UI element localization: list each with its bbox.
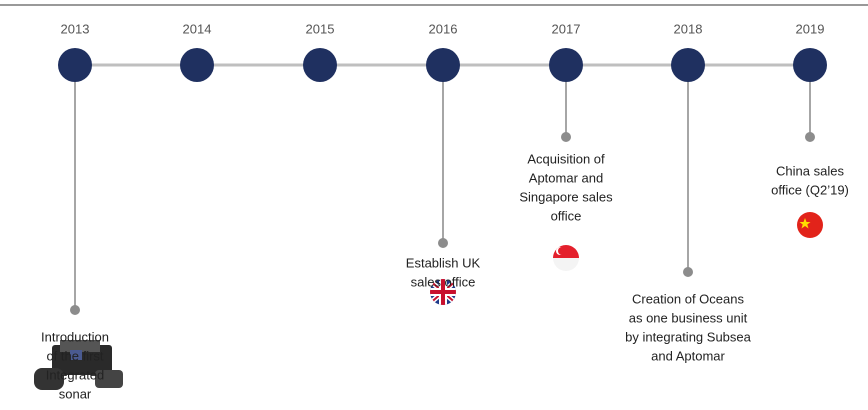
milestone-node	[671, 48, 705, 82]
connector-dot	[683, 267, 693, 277]
china-flag	[797, 212, 823, 238]
milestone-text: Creation of Oceans	[632, 291, 745, 306]
milestone-text: Integrated	[46, 367, 105, 382]
milestone-text: sales office	[411, 274, 476, 289]
milestone-node	[426, 48, 460, 82]
milestone-text: sonar	[59, 386, 92, 401]
connector-dot	[805, 132, 815, 142]
connector-dot	[70, 305, 80, 315]
milestone-text: Acquisition of	[527, 151, 605, 166]
milestone-node	[58, 48, 92, 82]
milestone-text: Singapore sales	[519, 189, 613, 204]
milestone-text: office (Q2’19)	[771, 182, 849, 197]
milestone-node	[793, 48, 827, 82]
year-label: 2016	[429, 21, 458, 36]
sonar-image	[34, 340, 123, 390]
milestone-node	[180, 48, 214, 82]
year-label: 2019	[796, 21, 825, 36]
connector-dot	[438, 238, 448, 248]
milestone-text: Introduction	[41, 329, 109, 344]
milestone-text: China sales	[776, 163, 844, 178]
year-label: 2014	[183, 21, 212, 36]
milestone-text: office	[551, 208, 582, 223]
milestone-node	[549, 48, 583, 82]
singapore-flag	[553, 245, 579, 271]
year-label: 2015	[306, 21, 335, 36]
milestone-text: Establish UK	[406, 255, 481, 270]
year-label: 2013	[61, 21, 90, 36]
milestone-text: and Aptomar	[651, 348, 725, 363]
milestone-node	[303, 48, 337, 82]
year-label: 2018	[674, 21, 703, 36]
milestone-text: Aptomar and	[529, 170, 603, 185]
connector-dot	[561, 132, 571, 142]
milestone-text: by integrating Subsea	[625, 329, 752, 344]
milestone-text: as one business unit	[629, 310, 748, 325]
year-label: 2017	[552, 21, 581, 36]
milestone-text: of the first	[46, 348, 103, 363]
